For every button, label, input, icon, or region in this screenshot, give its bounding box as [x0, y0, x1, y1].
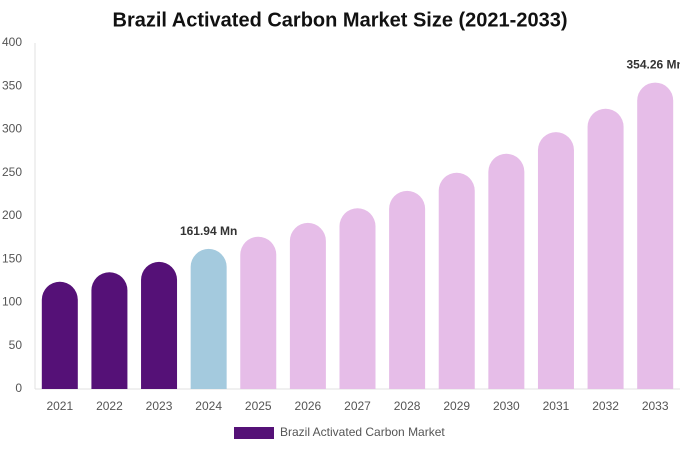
y-tick-label: 400	[2, 35, 22, 49]
y-tick-label: 300	[2, 122, 22, 136]
x-tick-label: 2030	[493, 399, 520, 413]
x-tick-label: 2028	[394, 399, 421, 413]
x-tick-label: 2023	[146, 399, 173, 413]
bar	[438, 172, 475, 389]
legend-swatch	[234, 427, 274, 439]
y-tick-label: 350	[2, 78, 22, 92]
bar	[240, 236, 277, 389]
x-tick-label: 2027	[344, 399, 371, 413]
y-tick-label: 50	[9, 338, 23, 352]
x-tick-label: 2029	[443, 399, 470, 413]
value-label: 354.26 Mn	[627, 58, 680, 72]
bar	[141, 261, 178, 389]
bar	[587, 108, 624, 390]
legend-label: Brazil Activated Carbon Market	[280, 425, 445, 439]
bar	[537, 132, 574, 389]
x-tick-label: 2031	[543, 399, 570, 413]
y-tick-label: 200	[2, 208, 22, 222]
y-tick-label: 150	[2, 251, 22, 265]
x-tick-label: 2022	[96, 399, 123, 413]
y-tick-label: 250	[2, 165, 22, 179]
bar	[389, 190, 426, 389]
bar	[190, 248, 227, 389]
value-label: 161.94 Mn	[180, 224, 237, 238]
x-tick-label: 2025	[245, 399, 272, 413]
x-tick-label: 2021	[46, 399, 73, 413]
x-tick-label: 2033	[642, 399, 669, 413]
bar	[289, 222, 326, 389]
bar	[339, 208, 376, 389]
x-tick-label: 2026	[295, 399, 322, 413]
x-tick-label: 2024	[195, 399, 222, 413]
bar	[91, 272, 128, 389]
y-tick-label: 100	[2, 295, 22, 309]
bar	[41, 281, 78, 389]
bar	[637, 82, 674, 389]
bar	[488, 153, 525, 389]
chart-title: Brazil Activated Carbon Market Size (202…	[113, 9, 568, 31]
y-tick-label: 0	[15, 381, 22, 395]
x-tick-label: 2032	[592, 399, 619, 413]
